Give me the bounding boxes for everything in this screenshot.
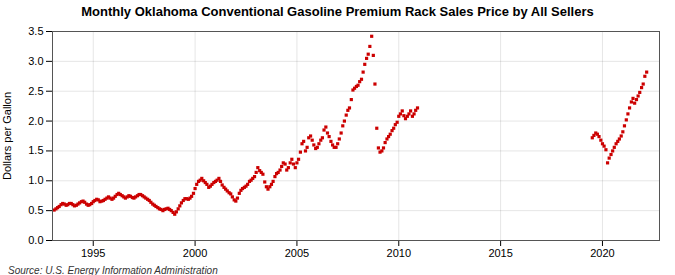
svg-text:2020: 2020	[590, 247, 614, 259]
svg-text:1995: 1995	[81, 247, 105, 259]
svg-text:2000: 2000	[183, 247, 207, 259]
svg-text:2005: 2005	[285, 247, 309, 259]
svg-text:2010: 2010	[387, 247, 411, 259]
svg-text:3.0: 3.0	[28, 55, 43, 67]
html-text:Monthly Oklahoma Conventional: Monthly Oklahoma Conventional Gasoline P…	[81, 4, 594, 19]
html-text:Source: U.S. Energy Informatio: Source: U.S. Energy Information Administ…	[8, 265, 218, 275]
svg-text:2015: 2015	[488, 247, 512, 259]
svg-text:0.0: 0.0	[28, 234, 43, 246]
svg-text:3.5: 3.5	[28, 25, 43, 37]
svg-text:1.0: 1.0	[28, 174, 43, 186]
svg-text:2.5: 2.5	[28, 85, 43, 97]
svg-text:0.5: 0.5	[28, 204, 43, 216]
svg-text:1.5: 1.5	[28, 144, 43, 156]
svg-text:Dollars per Gallon: Dollars per Gallon	[1, 92, 13, 180]
svg-text:2.0: 2.0	[28, 115, 43, 127]
